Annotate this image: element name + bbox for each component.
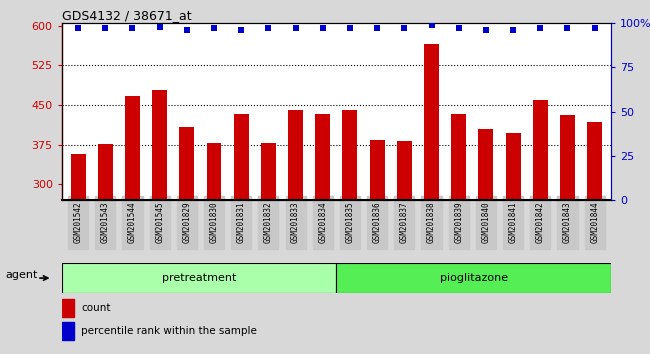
Bar [62, 299, 74, 317]
Point [100, 25, 110, 31]
Point [535, 25, 545, 31]
Bar [343, 110, 358, 200]
Text: pioglitazone: pioglitazone [439, 273, 508, 283]
Bar [397, 141, 412, 200]
Text: GDS4132 / 38671_at: GDS4132 / 38671_at [62, 9, 191, 22]
Point [344, 25, 355, 31]
Bar [560, 115, 575, 200]
Bar [424, 44, 439, 200]
Bar [261, 143, 276, 200]
Bar [125, 96, 140, 200]
Point [155, 24, 165, 29]
Point [481, 27, 491, 33]
Point [562, 25, 573, 31]
Point [426, 22, 437, 28]
Bar [71, 154, 86, 200]
Point [263, 25, 274, 31]
Text: percentile rank within the sample: percentile rank within the sample [81, 326, 257, 336]
Point [127, 25, 138, 31]
Point [73, 25, 83, 31]
Text: agent: agent [5, 270, 37, 280]
Bar [478, 129, 493, 200]
Point [508, 27, 518, 33]
Text: count: count [81, 303, 110, 313]
Point [399, 25, 410, 31]
Bar [62, 263, 337, 293]
Text: pretreatment: pretreatment [162, 273, 236, 283]
Bar [179, 127, 194, 200]
Bar [337, 263, 611, 293]
Bar [451, 114, 466, 200]
Point [181, 27, 192, 33]
Bar [288, 110, 303, 200]
Point [590, 25, 600, 31]
Point [372, 25, 382, 31]
Bar [98, 144, 112, 200]
Bar [533, 99, 548, 200]
Point [209, 25, 219, 31]
Bar [370, 140, 385, 200]
Point [291, 25, 301, 31]
Bar [207, 143, 222, 200]
Bar [234, 114, 249, 200]
Bar [315, 114, 330, 200]
Point [454, 25, 464, 31]
Point [236, 27, 246, 33]
Bar [152, 90, 167, 200]
Point [318, 25, 328, 31]
Bar [62, 322, 74, 340]
Bar [506, 133, 521, 200]
Bar [587, 122, 602, 200]
